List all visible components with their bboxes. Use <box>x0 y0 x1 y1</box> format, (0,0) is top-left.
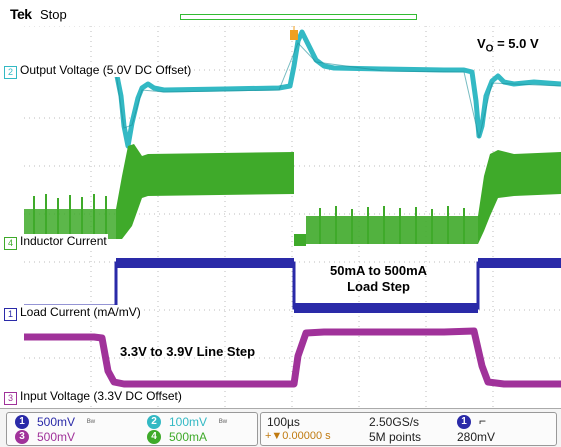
load-step-line1: 50mA to 500mA <box>330 263 428 278</box>
ch2-marker[interactable]: 2 <box>4 66 17 79</box>
trigger-position-readout[interactable]: +▼0.00000 s <box>265 430 331 442</box>
bandwidth-limit-icon: ᴮʷ <box>219 417 228 427</box>
line-step-annotation: 3.3V to 3.9V Line Step <box>120 344 256 359</box>
ch2-badge[interactable]: 2 <box>147 415 161 429</box>
ch3-scale[interactable]: 500mV <box>37 430 76 444</box>
horizontal-settings-group: 100µs +▼0.00000 s 2.50GS/s 5M points 1 ⌐… <box>260 412 557 446</box>
vo-subscript: O <box>485 43 494 55</box>
record-view-bar[interactable] <box>180 14 417 20</box>
ch3-label: 3 Input Voltage (3.3V DC Offset) <box>4 389 183 405</box>
run-state-label: Stop <box>40 7 67 22</box>
waveform-display: 2 Output Voltage (5.0V DC Offset) 4 Induct… <box>4 26 561 408</box>
trigger-slope-icon[interactable]: ⌐ <box>479 414 487 428</box>
ch4-scale[interactable]: 500mA <box>169 430 208 444</box>
ch3-input-voltage-trace <box>24 327 561 388</box>
ch4-marker[interactable]: 4 <box>4 237 17 250</box>
vertical-settings-group: 1 500mV ᴮʷ 2 100mV ᴮʷ 3 500mV 4 500mA <box>6 412 258 446</box>
ch3-label-text: Input Voltage (3.3V DC Offset) <box>19 389 183 403</box>
ch1-badge[interactable]: 1 <box>15 415 29 429</box>
ch1-scale[interactable]: 500mV <box>37 415 76 429</box>
ch4-label: 4 Inductor Current <box>4 234 108 250</box>
status-bar: 1 500mV ᴮʷ 2 100mV ᴮʷ 3 500mV 4 500mA 10… <box>0 408 561 447</box>
ch1-label: 1 Load Current (mA/mV) <box>4 305 142 321</box>
ch2-label-text: Output Voltage (5.0V DC Offset) <box>19 63 193 77</box>
ch1-marker[interactable]: 1 <box>4 308 17 321</box>
trigger-source-badge[interactable]: 1 <box>457 415 471 429</box>
output-voltage-annotation: VO = 5.0 V <box>477 36 539 55</box>
scope-header: Tek Stop <box>0 0 561 26</box>
ch4-label-text: Inductor Current <box>19 234 108 248</box>
vo-value: = 5.0 V <box>493 36 539 51</box>
load-step-annotation: 50mA to 500mA Load Step <box>330 263 427 295</box>
trigger-position-marker[interactable] <box>290 26 298 40</box>
ch2-scale[interactable]: 100mV <box>169 415 208 429</box>
ch4-inductor-current-trace <box>24 144 561 246</box>
sample-rate: 2.50GS/s <box>369 415 420 429</box>
ch4-badge[interactable]: 4 <box>147 430 161 444</box>
ch1-load-current-trace <box>24 258 561 313</box>
ch1-label-text: Load Current (mA/mV) <box>19 305 142 319</box>
ch2-label: 2 Output Voltage (5.0V DC Offset) <box>4 63 193 79</box>
load-step-line2: Load Step <box>347 279 410 294</box>
ch3-badge[interactable]: 3 <box>15 430 29 444</box>
vo-prefix: V <box>477 36 486 51</box>
trigger-level[interactable]: 280mV <box>457 430 496 444</box>
bandwidth-limit-icon: ᴮʷ <box>87 417 96 427</box>
waveform-graticule <box>24 26 561 408</box>
record-length: 5M points <box>369 430 422 444</box>
ch3-marker[interactable]: 3 <box>4 392 17 405</box>
timebase-value[interactable]: 100µs <box>267 415 300 429</box>
brand-logo: Tek <box>10 6 32 22</box>
